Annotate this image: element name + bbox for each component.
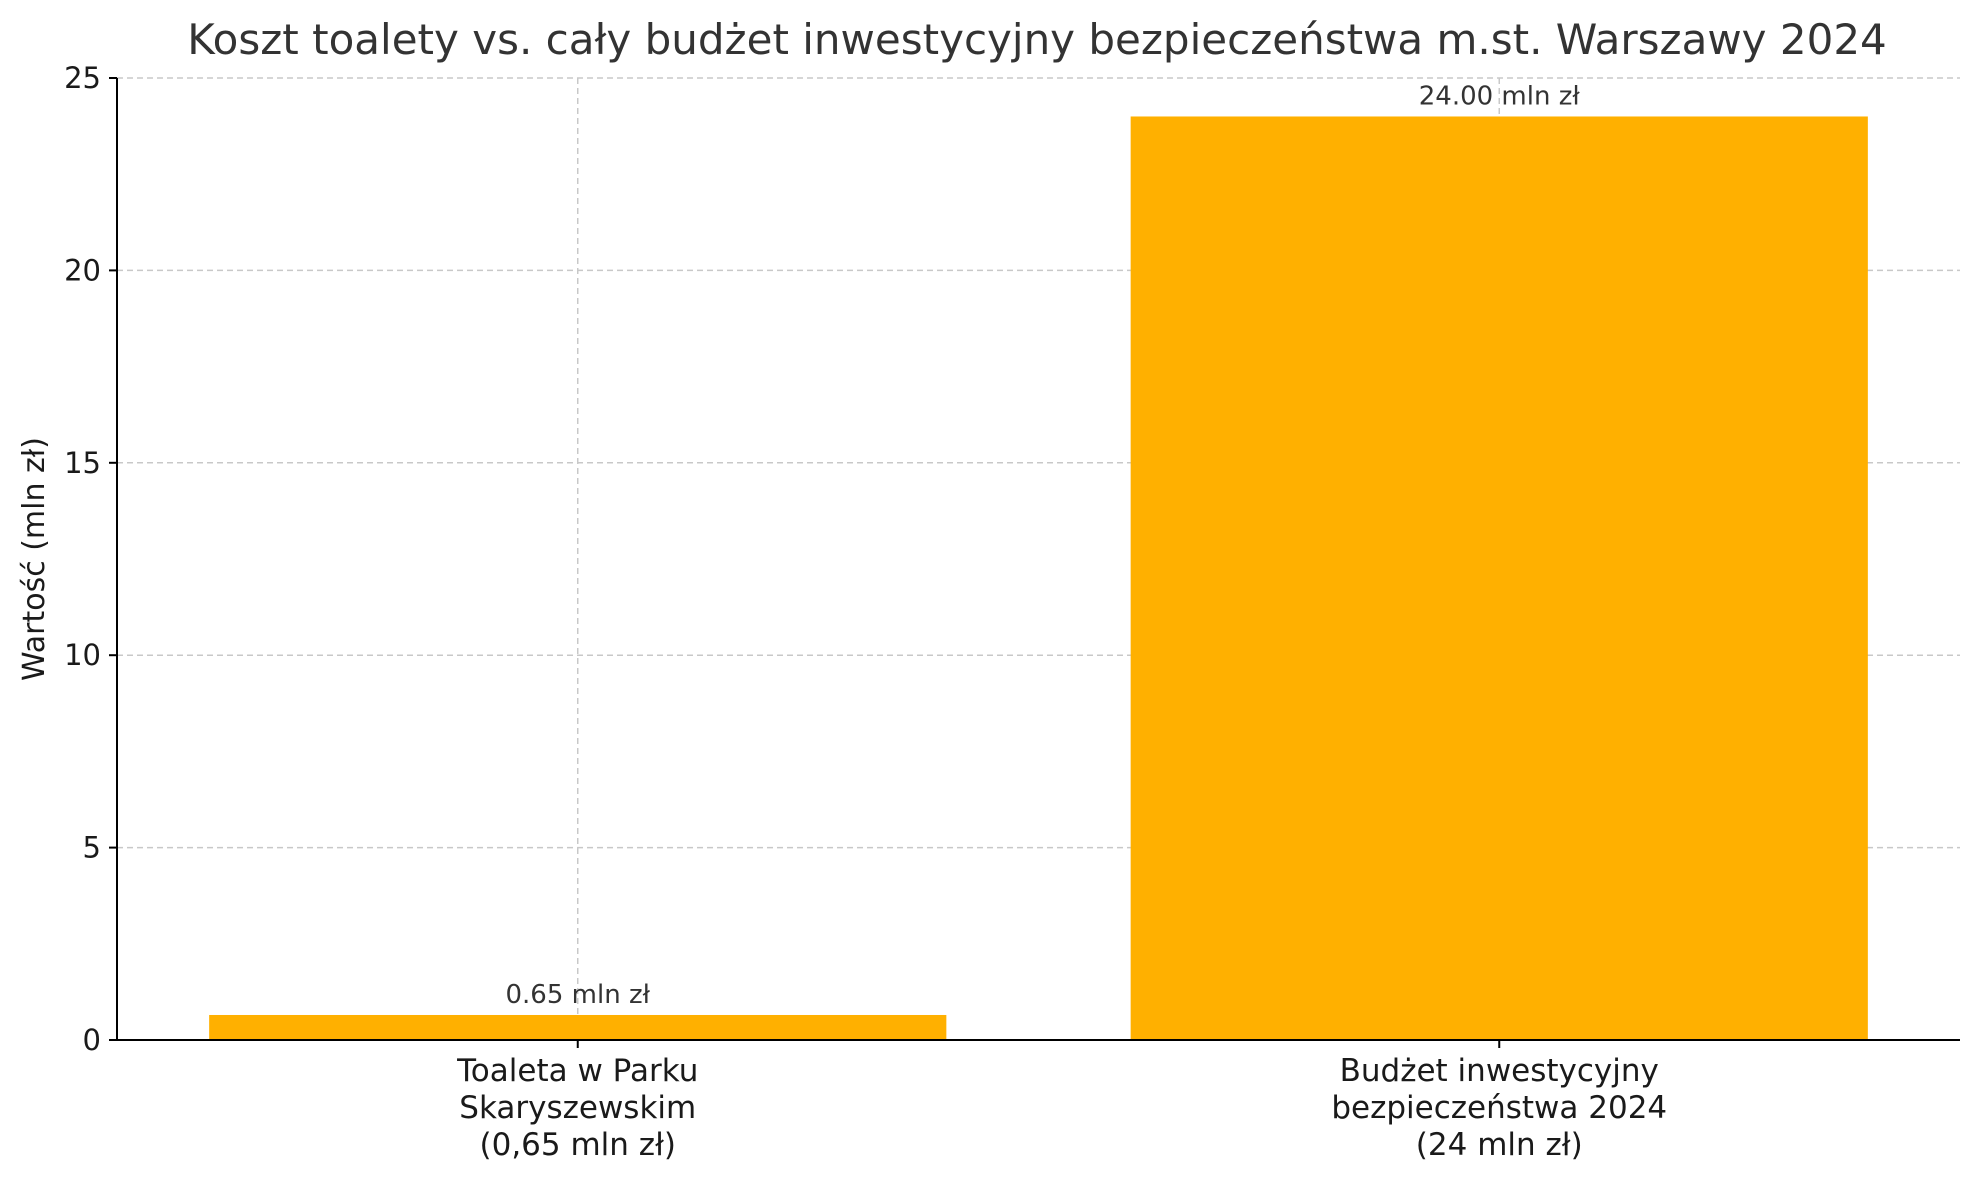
bar-value-label: 0.65 mln zł	[506, 980, 651, 1010]
x-tick-label-line: (24 mln zł)	[1416, 1127, 1583, 1163]
x-tick-label: Toaleta w Parku Skaryszewskim (0,65 mln zł…	[456, 1053, 698, 1163]
x-tick-label-line: Budżet inwestycyjny	[1340, 1053, 1659, 1089]
y-axis-label: Wartość (mln zł)	[17, 437, 52, 681]
x-tick-label-line: (0,65 mln zł)	[480, 1127, 676, 1163]
y-tick-label: 20	[64, 253, 101, 287]
chart-title: Koszt toalety vs. cały budżet inwestycyj…	[187, 15, 1887, 64]
x-tick-label: Budżet inwestycyjny bezpieczeństwa 2024 (2…	[1331, 1053, 1667, 1163]
axes	[116, 78, 1960, 1041]
x-tick-label-line: Skaryszewskim	[459, 1090, 696, 1126]
data-labels: 0.65 mln zł 24.00 mln zł	[506, 81, 1581, 1010]
y-tick-label: 15	[64, 446, 101, 480]
x-tick-label-line: Toaleta w Parku	[456, 1053, 698, 1089]
x-axis-ticks: Toaleta w Parku Skaryszewskim (0,65 mln zł…	[456, 1040, 1667, 1163]
y-tick-label: 5	[83, 831, 101, 865]
y-tick-label: 25	[64, 61, 101, 95]
y-axis-ticks: 0 5 10 15 20 25	[64, 61, 117, 1057]
bar-value-label: 24.00 mln zł	[1419, 81, 1581, 111]
bars	[209, 116, 1868, 1041]
y-tick-label: 10	[64, 638, 101, 672]
x-tick-label-line: bezpieczeństwa 2024	[1331, 1090, 1667, 1126]
y-tick-label: 0	[83, 1023, 101, 1057]
bar	[1130, 116, 1868, 1041]
bar	[209, 1014, 947, 1040]
